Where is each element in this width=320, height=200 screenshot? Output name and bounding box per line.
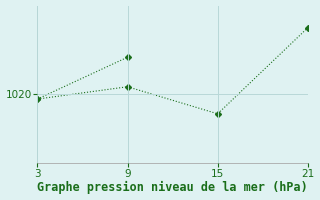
- X-axis label: Graphe pression niveau de la mer (hPa): Graphe pression niveau de la mer (hPa): [37, 181, 308, 194]
